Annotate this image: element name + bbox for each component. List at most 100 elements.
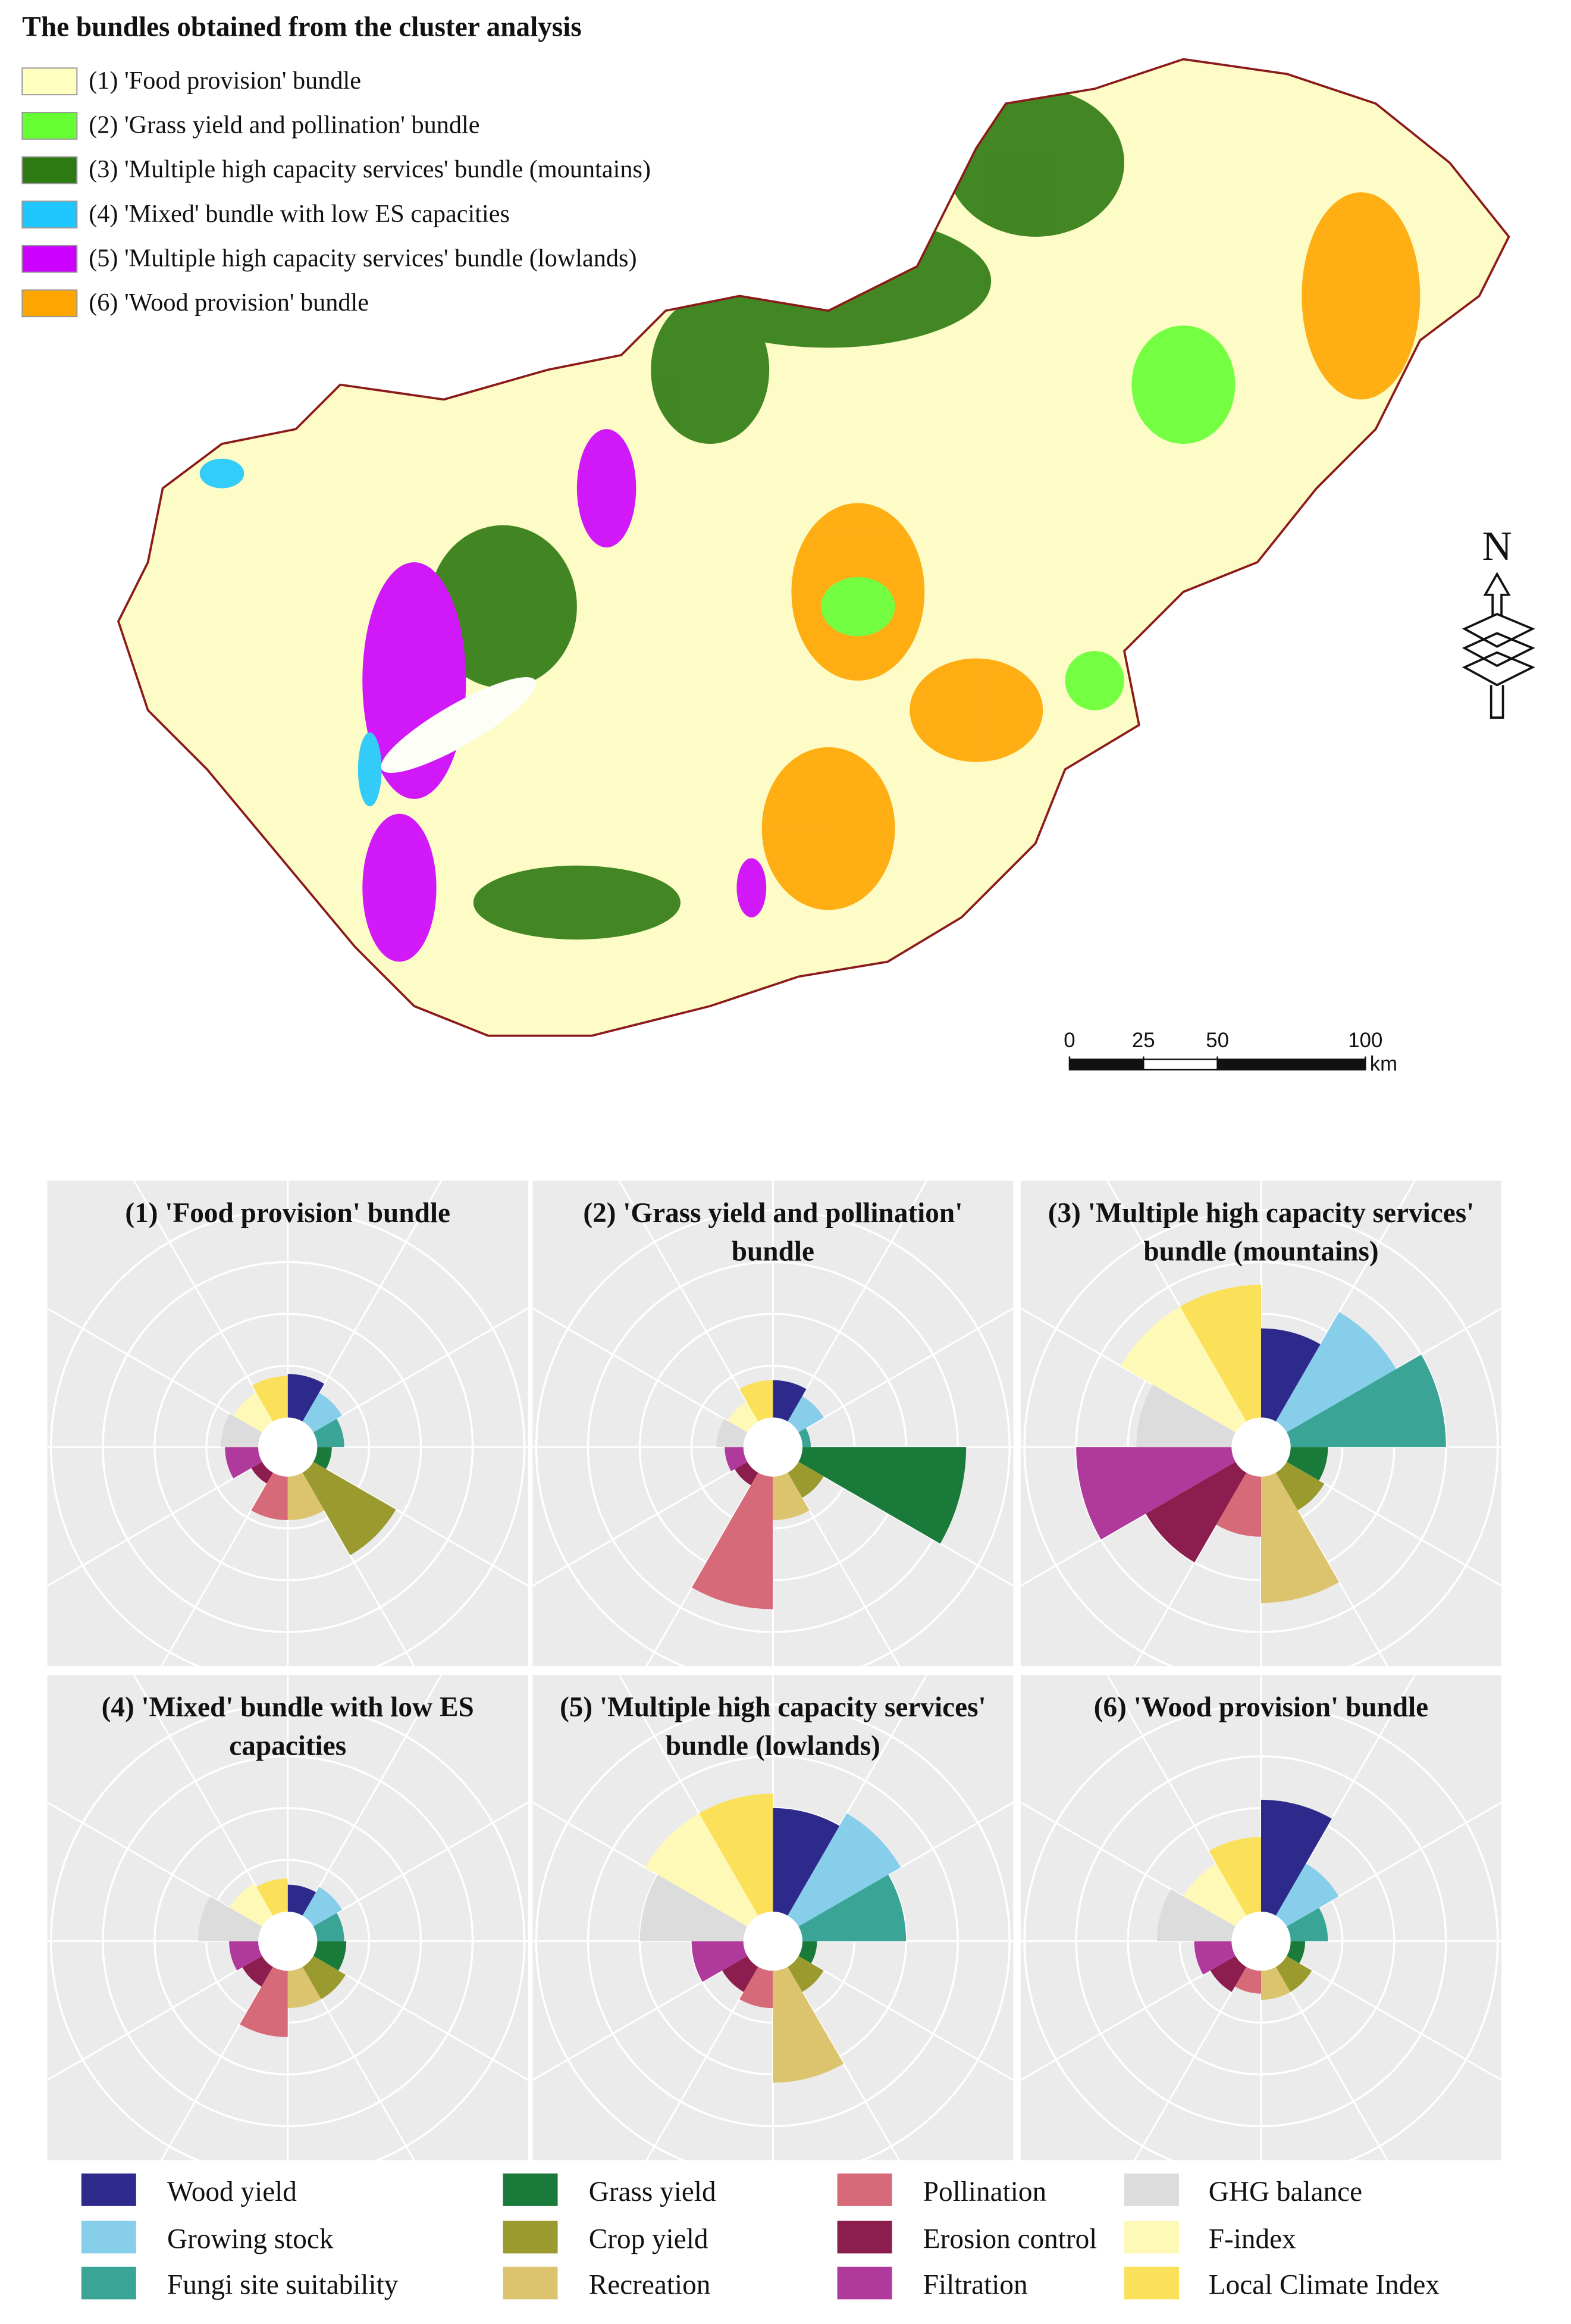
wedge [1287, 1354, 1446, 1448]
legend-swatch [21, 245, 78, 273]
wedge [788, 1396, 824, 1433]
grid-circle [50, 1703, 526, 2160]
wedge [798, 1874, 907, 1941]
wedge [691, 1941, 748, 1982]
grid-circle [102, 1261, 474, 1633]
legend-swatch [503, 2266, 558, 2300]
legend-label: F-index [1209, 2223, 1296, 2254]
legend-swatch [21, 289, 78, 318]
panel-title-box: (3) 'Multiple high capacity services' bu… [1048, 1198, 1475, 1269]
center-hole [258, 1911, 318, 1971]
rose-chart [532, 1180, 1014, 1667]
spoke [1275, 1472, 1389, 1667]
spoke [1275, 1180, 1416, 1422]
wedge [1287, 1908, 1328, 1941]
spoke [133, 1180, 274, 1422]
legend-swatch [1124, 2220, 1179, 2254]
wedge [229, 1941, 262, 1971]
bundle-areas [199, 89, 1421, 962]
wedge [739, 1966, 773, 2009]
spoke [47, 1955, 263, 2081]
wedge [1216, 1473, 1262, 1537]
map [117, 58, 1510, 1037]
wedge [773, 1473, 810, 1520]
grid-circle [50, 1209, 526, 1667]
grid-circle [1075, 1755, 1447, 2128]
wedge [1275, 1312, 1396, 1433]
rose-charts: (1) 'Food provision' bundle (2) 'Grass yi… [47, 1180, 1502, 2160]
scale-label: 0 [1064, 1029, 1075, 1052]
spoke [1020, 1955, 1236, 2081]
wedge [1234, 1966, 1262, 1994]
wedge [692, 1473, 773, 1609]
spoke [47, 1461, 263, 1587]
legend-label: Erosion control [923, 2223, 1097, 2254]
wedge [716, 1418, 748, 1448]
rose-chart [532, 1675, 1014, 2160]
grid-circle [535, 1703, 1011, 2160]
center-hole [743, 1417, 803, 1477]
spoke [1286, 1461, 1502, 1587]
panel-title: (6) 'Wood provision' bundle [1093, 1692, 1429, 1724]
wedge [699, 1793, 773, 1916]
legend-label: (4) 'Mixed' bundle with low ES capacitie… [89, 200, 510, 228]
legend-label: (5) 'Multiple high capacity services' bu… [89, 244, 636, 272]
spoke [645, 1966, 759, 2160]
panel-title: (4) 'Mixed' bundle with low ES capacitie… [101, 1692, 474, 1762]
legend-label: Pollination [923, 2176, 1046, 2207]
rose-chart [47, 1180, 528, 1667]
spoke [1020, 1801, 1236, 1928]
legend-label: Growing stock [167, 2223, 334, 2254]
spoke [1275, 1966, 1389, 2160]
wedge [1261, 1799, 1332, 1916]
legend-swatch [503, 2220, 558, 2254]
wedge [1120, 1307, 1247, 1433]
wedge [1156, 1889, 1236, 1941]
north-arrow: N [1462, 524, 1535, 719]
center-hole [1231, 1417, 1291, 1477]
wedge [287, 1966, 321, 2009]
wedge [313, 1418, 344, 1448]
wedge [287, 1884, 316, 1916]
wedge [798, 1447, 967, 1544]
spoke [798, 1955, 1014, 2081]
panel-title-box: (5) 'Multiple high capacity services' bu… [560, 1693, 986, 1762]
legend-label: (6) 'Wood provision' bundle [89, 289, 369, 317]
wedge [221, 1413, 262, 1448]
wedge [739, 1380, 773, 1422]
legend-label: Grass yield [589, 2176, 716, 2207]
panel-title-box: (6) 'Wood provision' bundle [1093, 1692, 1429, 1724]
wedge [225, 1447, 262, 1479]
grid-circle [153, 1807, 422, 2076]
wedge [242, 1956, 273, 1987]
spoke [302, 1966, 415, 2160]
spoke [1133, 1472, 1247, 1667]
wedge [798, 1941, 817, 1963]
wedge [252, 1376, 288, 1422]
wedge [773, 1380, 807, 1422]
spoke [645, 1472, 759, 1667]
spoke [160, 1472, 274, 1667]
legend-swatch [81, 2173, 136, 2206]
wedge [788, 1461, 824, 1498]
legend-swatch [81, 2220, 136, 2254]
wedge [728, 1401, 758, 1433]
panel-title-box: (4) 'Mixed' bundle with low ES capacitie… [101, 1692, 474, 1762]
scale-segment [1216, 1058, 1366, 1071]
north-label: N [1482, 524, 1512, 569]
spoke [313, 1307, 528, 1433]
scale-unit: km [1370, 1053, 1397, 1076]
wedge [1275, 1461, 1325, 1511]
wedge [1287, 1447, 1328, 1481]
wedge [1275, 1863, 1339, 1927]
panel-title: (3) 'Multiple high capacity services' bu… [1048, 1198, 1475, 1269]
wedge [302, 1887, 343, 1927]
spoke [532, 1955, 748, 2081]
legend-label: Fungi site suitability [167, 2269, 399, 2300]
wedge [773, 1808, 840, 1916]
wedge [798, 1428, 811, 1448]
legend-label: GHG balance [1209, 2176, 1362, 2207]
grid-circle [1023, 1209, 1499, 1667]
wedge [722, 1956, 758, 1992]
